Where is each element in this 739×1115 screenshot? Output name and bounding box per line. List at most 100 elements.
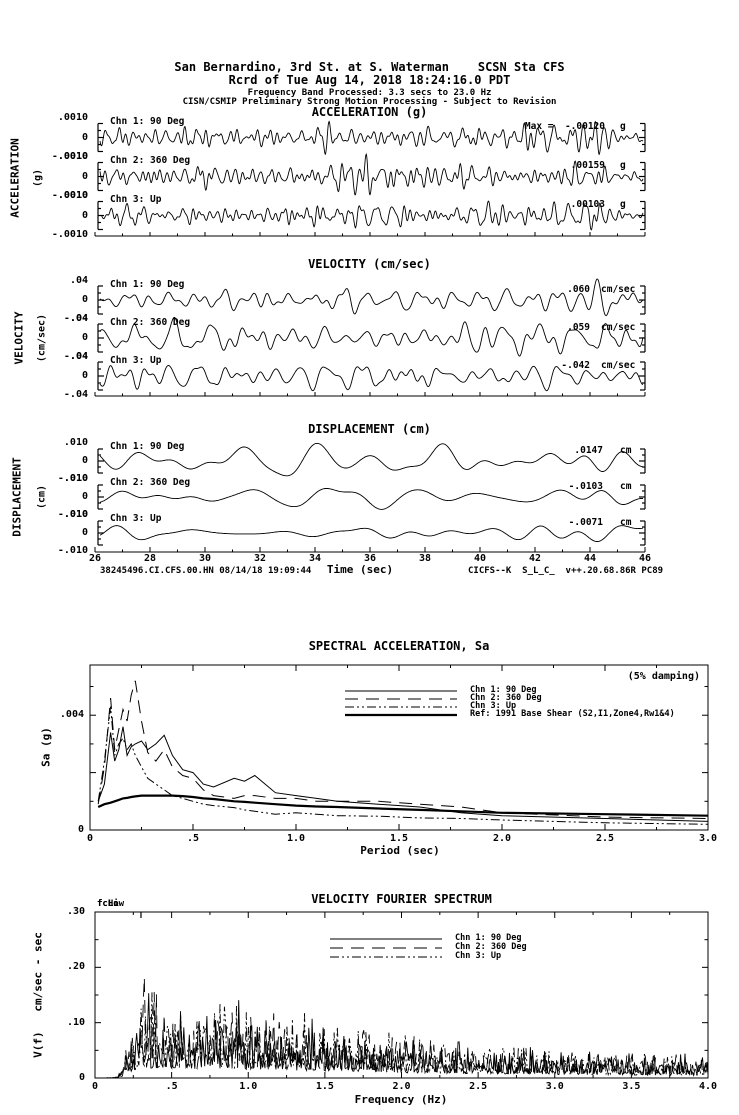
processing-version-footer: CICFS--K S_L_C_ v++.20.68.86R PC89 <box>468 566 664 576</box>
y-tick-label: 0 <box>81 527 88 538</box>
x-tick-label: 1.0 <box>286 833 306 844</box>
peak-unit: g <box>620 160 626 171</box>
channel-label: Chn 2: 360 Deg <box>110 317 191 328</box>
y-tick-label: .010 <box>63 509 88 520</box>
x-tick-label: 3.0 <box>698 833 718 844</box>
channel-label: Chn 2: 360 Deg <box>110 477 191 488</box>
y-tick-label: 0 <box>77 824 84 835</box>
y-tick-label: 0 <box>81 455 88 466</box>
peak-unit: cm/sec <box>601 284 636 295</box>
peak-unit: g <box>620 121 626 132</box>
x-tick-label: 3.0 <box>545 1081 564 1092</box>
y-tick-label: 0 <box>81 209 88 221</box>
processing-note: CISN/CSMIP Preliminary Strong Motion Pro… <box>182 97 557 107</box>
x-tick-label: 4.0 <box>698 1081 718 1092</box>
x-tick-label: .5 <box>186 833 200 844</box>
x-tick-label: 38 <box>418 553 432 564</box>
x-tick-label: 36 <box>363 553 377 564</box>
channel-label: Chn 1: 90 Deg <box>110 279 185 290</box>
x-tick-label: 42 <box>528 553 542 564</box>
y-tick-label: .04 <box>69 313 88 324</box>
x-tick-label: 2.0 <box>492 833 512 844</box>
y-tick-label: 0 <box>78 1072 85 1083</box>
y-tick-label: 0 <box>81 294 88 305</box>
y-tick-label: -.04 <box>63 389 88 400</box>
legend-label: Chn 3: Up <box>470 701 517 711</box>
y-tick-label: .004 <box>59 709 84 721</box>
y-tick-label: .20 <box>66 961 85 973</box>
fourier-plot-title: VELOCITY FOURIER SPECTRUM <box>311 892 492 906</box>
peak-unit: cm/sec <box>601 360 636 371</box>
legend-label: Ref: 1991 Base Shear (S2,I1,Zone4,Rw1&4) <box>470 709 675 719</box>
peak-unit: cm <box>620 481 632 492</box>
station-title: San Bernardino, 3rd St. at S. Waterman S… <box>174 60 565 74</box>
channel-label: Chn 1: 90 Deg <box>110 116 185 127</box>
peak-annotation: -.0103 <box>568 481 603 492</box>
legend-label: Chn 3: Up <box>455 951 502 961</box>
peak-annotation: .00159 <box>570 160 605 171</box>
fourier-x-axis-label: Frequency (Hz) <box>354 1093 448 1106</box>
sa-plot-title: SPECTRAL ACCELERATION, Sa <box>308 639 490 653</box>
fourier-y-axis-label: V(f) cm/sec - sec <box>31 932 45 1058</box>
sa-y-axis-label: Sa (g) <box>39 727 53 767</box>
peak-annotation: .059 <box>567 322 590 333</box>
displacement-panel-title: DISPLACEMENT (cm) <box>308 422 431 436</box>
peak-unit: cm/sec <box>601 322 636 333</box>
y-tick-label: .0010 <box>57 190 88 201</box>
x-tick-label: 2.5 <box>595 833 615 844</box>
sa-x-axis-label: Period (sec) <box>360 844 440 857</box>
y-tick-label: .0010 <box>57 112 88 123</box>
y-tick-label: -.0010 <box>51 190 88 201</box>
x-tick-label: 46 <box>638 553 652 564</box>
fc-high-marker: fcHi <box>97 899 119 909</box>
peak-annotation: .060 <box>567 284 590 295</box>
y-tick-label: -.010 <box>57 545 88 556</box>
x-tick-label: 2.5 <box>469 1081 488 1092</box>
x-tick-label: 40 <box>473 553 487 564</box>
channel-label: Chn 3: Up <box>110 355 162 366</box>
y-tick-label: .010 <box>63 473 88 484</box>
channel-label: Chn 3: Up <box>110 194 162 205</box>
peak-unit: cm <box>620 445 632 456</box>
y-tick-label: .04 <box>69 351 88 362</box>
x-tick-label: 30 <box>198 553 212 564</box>
velocity-panel-title: VELOCITY (cm/sec) <box>308 257 431 271</box>
channel-label: Chn 2: 360 Deg <box>110 155 191 166</box>
y-tick-label: .10 <box>66 1016 85 1028</box>
peak-annotation: -.042 <box>561 360 590 371</box>
time-axis-label: Time (sec) <box>326 563 394 576</box>
x-tick-label: 0 <box>86 833 94 844</box>
fc-low-marker: fcLow <box>97 899 125 909</box>
legend-label: Chn 1: 90 Deg <box>455 933 522 943</box>
peak-annotation: -.0071 <box>568 517 603 528</box>
x-tick-label: 0 <box>91 1081 99 1092</box>
x-tick-label: 3.5 <box>622 1081 641 1092</box>
peak-annotation: .00103 <box>570 199 605 210</box>
x-tick-label: 2.0 <box>392 1081 411 1092</box>
y-tick-label: -.0010 <box>51 229 88 240</box>
y-tick-label: .04 <box>69 275 88 286</box>
peak-annotation: .0147 <box>574 445 603 456</box>
x-tick-label: 34 <box>308 553 322 564</box>
y-tick-label: -.04 <box>63 313 88 324</box>
frequency-band-note: Frequency Band Processed: 3.3 secs to 23… <box>247 88 492 98</box>
x-tick-label: 1.5 <box>315 1081 334 1092</box>
x-tick-label: 28 <box>143 553 157 564</box>
legend-label: Chn 2: 360 Deg <box>470 693 542 703</box>
y-tick-label: -.0010 <box>51 151 88 162</box>
x-tick-label: 1.5 <box>389 833 409 844</box>
y-tick-label: 0 <box>81 491 88 502</box>
peak-unit: g <box>620 199 626 210</box>
legend-label: Chn 1: 90 Deg <box>470 685 537 695</box>
y-tick-label: 0 <box>81 332 88 343</box>
y-tick-label: .010 <box>63 437 88 448</box>
y-tick-label: -.010 <box>57 473 88 484</box>
channel-label: Chn 3: Up <box>110 513 162 524</box>
channel-label: Chn 1: 90 Deg <box>110 441 185 452</box>
peak-annotation: Max = -.00120 <box>524 121 605 132</box>
x-tick-label: 32 <box>253 553 267 564</box>
legend-label: Chn 2: 360 Deg <box>455 942 527 952</box>
y-tick-label: -.04 <box>63 351 88 362</box>
